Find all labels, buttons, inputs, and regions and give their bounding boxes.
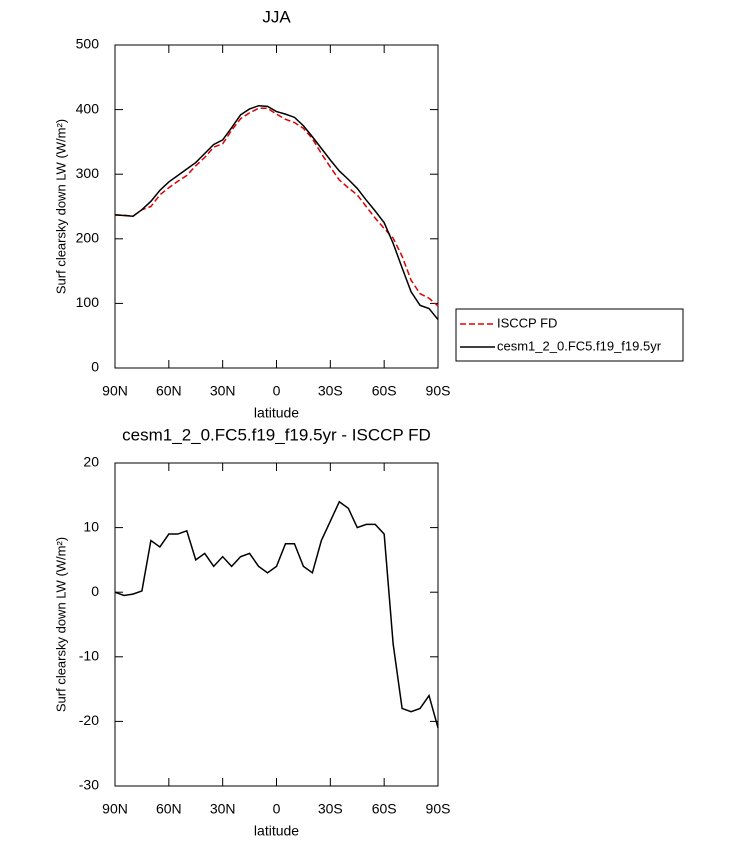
y-tick-label: 100 [76, 294, 100, 310]
y-tick-label: -20 [79, 712, 99, 728]
legend-box [455, 308, 684, 362]
x-tick-label: 90N [102, 383, 128, 399]
x-tick-label: 0 [273, 383, 281, 399]
x-tick-label: 60S [372, 801, 397, 817]
y-tick-label: -30 [79, 777, 99, 793]
x-tick-label: 90S [426, 801, 451, 817]
plot-frame [114, 44, 439, 369]
y-axis-label: Surf clearsky down LW (W/m²) [53, 537, 68, 712]
line-series [114, 107, 439, 307]
x-tick-label: 0 [273, 801, 281, 817]
line-series [114, 104, 439, 321]
x-tick-label: 30N [210, 383, 236, 399]
y-tick-label: 200 [76, 230, 100, 246]
chart-title: cesm1_2_0.FC5.f19_f19.5yr - ISCCP FD [122, 425, 431, 444]
x-tick-label: 60S [372, 383, 397, 399]
x-axis-label: latitude [254, 405, 299, 421]
x-tick-label: 30N [210, 801, 236, 817]
x-tick-label: 30S [318, 383, 343, 399]
y-tick-label: 20 [83, 454, 99, 470]
line-series [114, 500, 439, 729]
y-tick-label: 0 [91, 583, 99, 599]
y-tick-label: 400 [76, 100, 100, 116]
x-tick-label: 30S [318, 801, 343, 817]
y-tick-label: 500 [76, 36, 100, 52]
plot-frame [114, 462, 439, 787]
y-tick-label: -10 [79, 648, 99, 664]
y-tick-label: 0 [91, 359, 99, 375]
x-tick-label: 60N [156, 801, 182, 817]
x-tick-label: 90N [102, 801, 128, 817]
y-tick-label: 10 [83, 518, 99, 534]
legend-label: ISCCP FD [497, 315, 557, 330]
y-tick-label: 300 [76, 165, 100, 181]
chart-title: JJA [262, 7, 291, 26]
x-axis-label: latitude [254, 823, 299, 839]
x-tick-label: 60N [156, 383, 182, 399]
y-axis-label: Surf clearsky down LW (W/m²) [53, 119, 68, 294]
legend-label: cesm1_2_0.FC5.f19_f19.5yr [497, 338, 662, 353]
x-tick-label: 90S [426, 383, 451, 399]
